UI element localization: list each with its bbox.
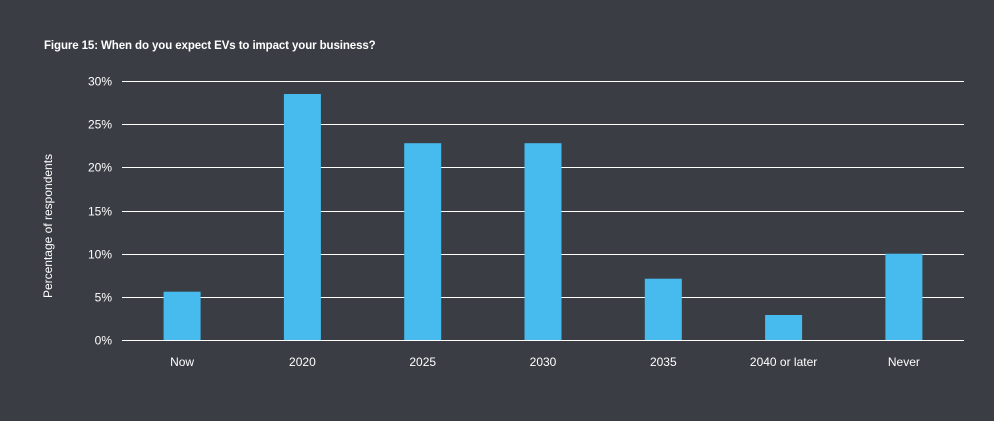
x-tick-label: 2035 <box>650 355 677 369</box>
y-tick-label: 0% <box>95 334 113 348</box>
figure-title: Figure 15: When do you expect EVs to imp… <box>44 40 376 52</box>
bars <box>163 94 923 340</box>
x-tick-label: Now <box>170 355 194 369</box>
x-tick-label: 2030 <box>530 355 557 369</box>
bar-2025 <box>404 143 442 340</box>
x-axis-ticks: Now 2020 2025 2030 2035 2040 or later Never <box>170 355 920 369</box>
bar-never <box>885 253 923 340</box>
x-tick-label: 2040 or later <box>750 355 817 369</box>
y-axis-ticks: 0% 5% 10% 15% 20% 25% 30% <box>88 75 112 348</box>
bar-2040-or-later <box>765 315 803 340</box>
bar-2030 <box>524 143 562 340</box>
x-tick-label: Never <box>888 355 920 369</box>
y-tick-label: 20% <box>88 161 112 175</box>
y-tick-label: 5% <box>95 291 113 305</box>
x-tick-label: 2020 <box>289 355 316 369</box>
y-tick-label: 30% <box>88 75 112 89</box>
x-tick-label: 2025 <box>409 355 436 369</box>
y-axis-label: Percentage of respondents <box>41 154 55 298</box>
bar-now <box>163 291 201 340</box>
bar-2035 <box>644 278 682 340</box>
bar-2020 <box>283 94 321 340</box>
y-tick-label: 10% <box>88 248 112 262</box>
y-tick-label: 25% <box>88 118 112 132</box>
y-tick-label: 15% <box>88 205 112 219</box>
